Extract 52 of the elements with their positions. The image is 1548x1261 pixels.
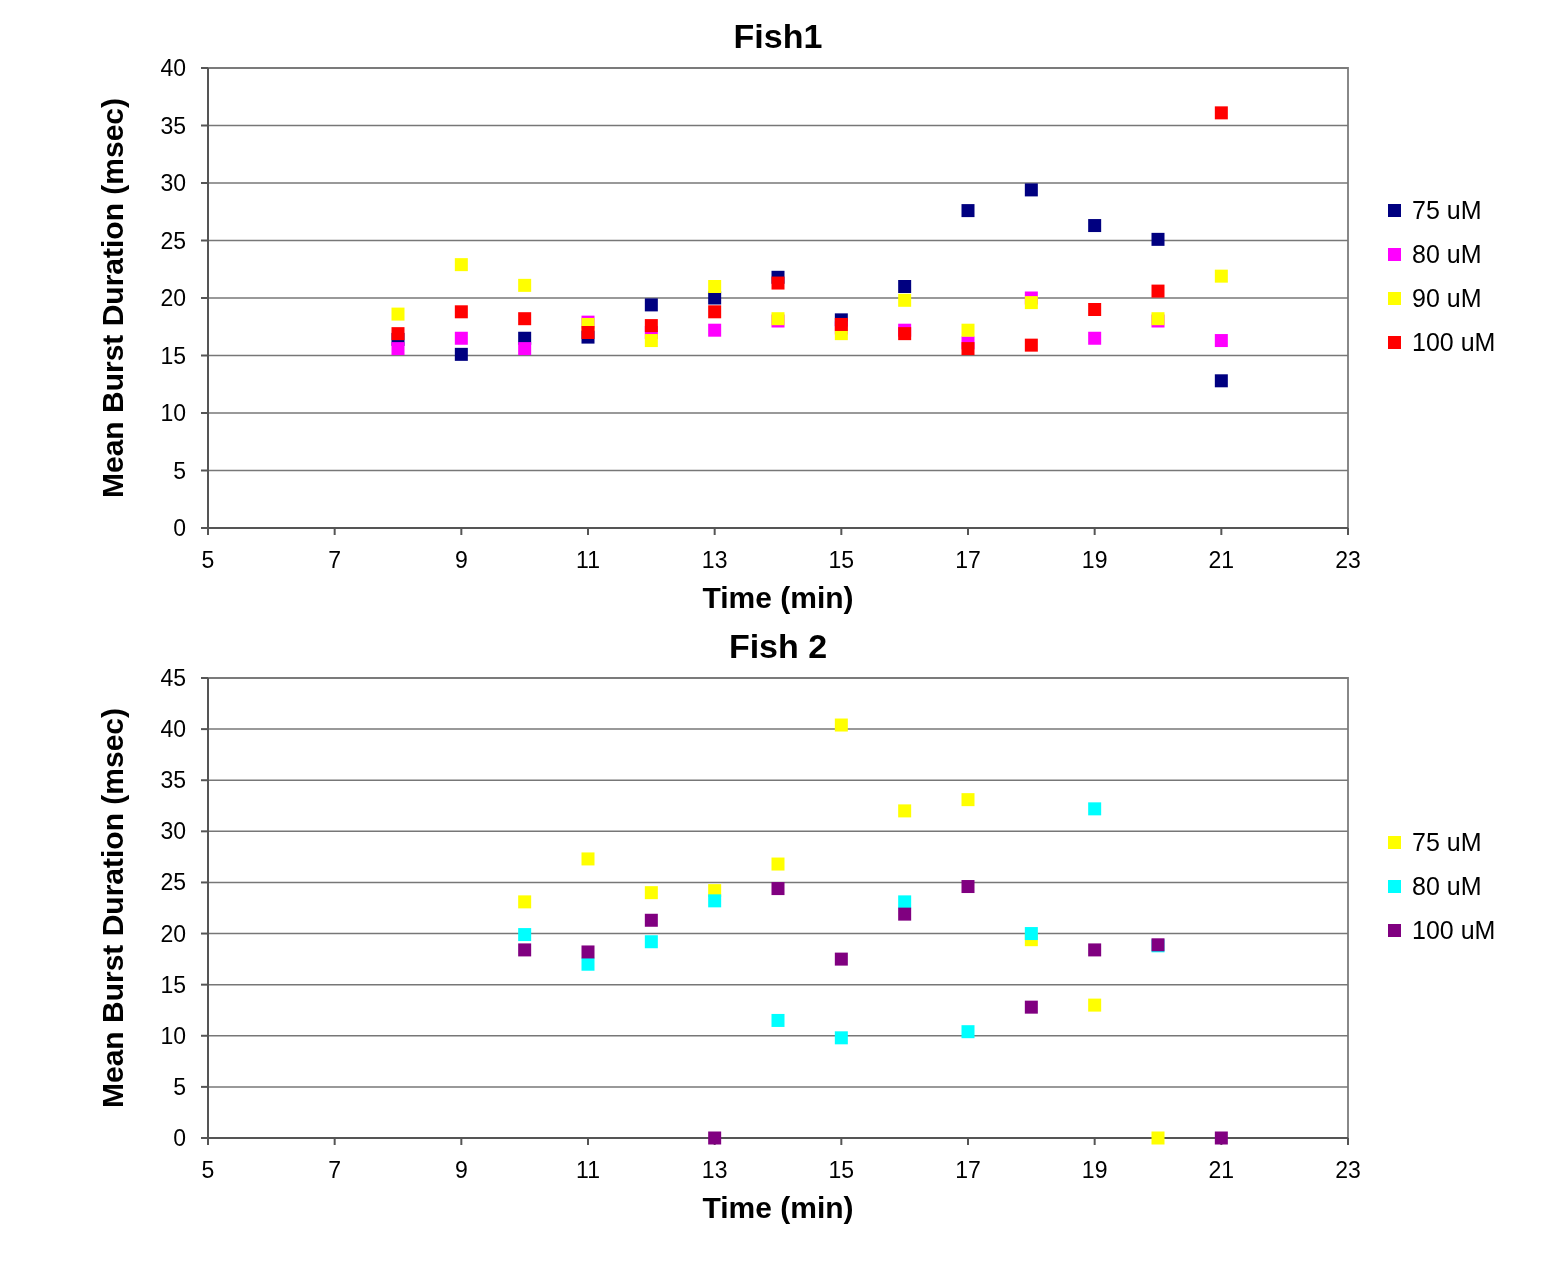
x-tick-label: 9 [454, 1157, 468, 1183]
y-tick-label: 40 [160, 55, 186, 81]
y-tick-label: 10 [160, 1022, 186, 1049]
x-tick-label: 13 [701, 547, 728, 573]
x-tick-label: 23 [1335, 1157, 1361, 1183]
legend-label: 75 uM [1412, 828, 1482, 856]
x-axis-title: Time (min) [702, 581, 854, 614]
x-tick-label: 5 [201, 1157, 215, 1183]
y-tick-label: 0 [173, 515, 186, 541]
x-tick-label: 11 [576, 1157, 600, 1183]
y-tick-label: 25 [160, 869, 186, 896]
y-axis-title: Mean Burst Duration (msec) [96, 707, 129, 1109]
x-tick-label: 21 [1208, 547, 1235, 573]
y-tick-label: 35 [160, 112, 186, 139]
y-tick-label: 20 [160, 920, 186, 947]
x-tick-label: 7 [328, 1157, 342, 1183]
y-tick-label: 15 [160, 971, 186, 998]
chart-title: Fish 2 [728, 627, 828, 665]
y-axis-title: Mean Burst Duration (msec) [96, 97, 129, 499]
y-tick-label: 20 [160, 285, 186, 311]
legend-label: 100 uM [1412, 328, 1496, 356]
x-tick-label: 13 [701, 1157, 728, 1183]
x-tick-label: 9 [454, 547, 468, 573]
y-tick-label: 0 [173, 1125, 186, 1151]
x-tick-label: 19 [1081, 1157, 1108, 1183]
y-tick-label: 35 [160, 767, 186, 794]
x-tick-label: 17 [955, 1157, 981, 1183]
x-tick-label: 5 [201, 547, 215, 573]
y-tick-label: 10 [160, 400, 186, 426]
y-tick-label: 25 [160, 227, 186, 254]
x-tick-label: 21 [1208, 1157, 1235, 1183]
legend-label: 80 uM [1412, 872, 1482, 900]
x-tick-label: 19 [1081, 547, 1108, 573]
x-tick-label: 7 [328, 547, 342, 573]
legend-label: 90 uM [1412, 284, 1482, 312]
x-tick-label: 23 [1335, 547, 1361, 573]
x-axis-title: Time (min) [702, 1191, 854, 1224]
y-tick-label: 45 [160, 665, 186, 691]
x-tick-label: 17 [955, 547, 981, 573]
legend-label: 100 uM [1412, 916, 1496, 944]
x-tick-label: 15 [828, 547, 855, 573]
y-tick-label: 30 [160, 170, 186, 196]
chart-title: Fish1 [733, 17, 823, 55]
y-tick-label: 5 [173, 1073, 186, 1100]
y-tick-label: 40 [160, 716, 186, 743]
y-tick-label: 30 [160, 818, 186, 845]
legend-label: 80 uM [1412, 240, 1482, 268]
y-tick-label: 15 [160, 342, 186, 369]
legend-label: 75 uM [1412, 196, 1482, 224]
x-tick-label: 11 [576, 547, 600, 573]
x-tick-label: 15 [828, 1157, 855, 1183]
y-tick-label: 5 [173, 457, 186, 484]
